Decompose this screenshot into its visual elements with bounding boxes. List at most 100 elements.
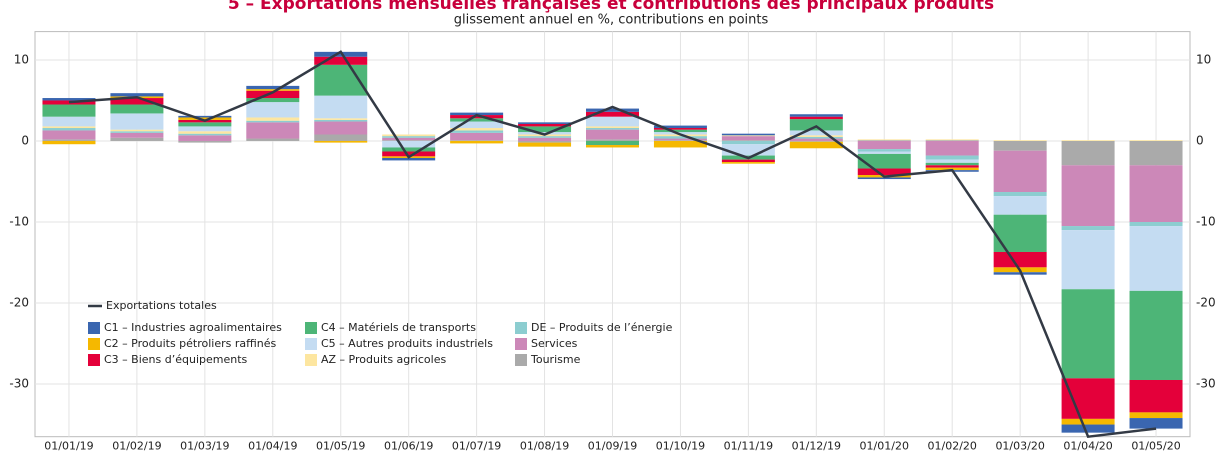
- bar-segment: [246, 85, 300, 90]
- bar-segment: [110, 137, 164, 141]
- bar-segment: [721, 136, 775, 141]
- bar-segment: [653, 128, 707, 130]
- y2-tick-label: 0: [1196, 133, 1204, 147]
- x-tick-label: 01/09/19: [588, 440, 637, 453]
- bar-segment: [993, 150, 1047, 193]
- bar-segment: [857, 149, 911, 152]
- x-tick-label: 01/03/20: [995, 440, 1044, 453]
- bar-segment: [1129, 226, 1183, 291]
- bar-segment: [857, 168, 911, 176]
- bar-segment: [925, 139, 979, 141]
- legend-swatch: [305, 338, 317, 350]
- bar-segment: [721, 133, 775, 136]
- y2-tick-label: 10: [1196, 52, 1211, 66]
- legend-label: Exportations totales: [106, 299, 217, 312]
- bar-segment: [178, 126, 232, 132]
- bar-segment: [42, 139, 96, 141]
- y-tick-label: 10: [14, 52, 29, 66]
- x-tick-label: 01/05/20: [1131, 440, 1180, 453]
- legend-label: C1 – Industries agroalimentaires: [104, 321, 282, 334]
- bar-segment: [518, 123, 572, 127]
- bar-segment: [178, 133, 232, 136]
- bar-segment: [1061, 140, 1115, 141]
- bar-segment: [993, 140, 1047, 141]
- bar-segment: [450, 121, 504, 129]
- legend-swatch: [515, 322, 527, 334]
- bar-segment: [314, 140, 368, 143]
- bar-segment: [42, 98, 96, 101]
- y-tick-label: -10: [9, 214, 29, 228]
- legend-swatch: [515, 338, 527, 350]
- legend-label: C2 – Produits pétroliers raffinés: [104, 337, 277, 350]
- x-tick-label: 01/08/19: [520, 440, 569, 453]
- bar-segment: [1061, 226, 1115, 231]
- bar-segment: [42, 128, 96, 131]
- bar-segment: [586, 140, 639, 146]
- bar-segment: [586, 116, 639, 127]
- chart-subtitle: glissement annuel en %, contributions en…: [454, 13, 769, 28]
- bar-segment: [246, 98, 300, 103]
- bar-segment: [314, 119, 368, 122]
- bar-segment: [857, 140, 911, 150]
- y-tick-label: -30: [9, 377, 29, 391]
- bar-segment: [1129, 290, 1183, 380]
- bar-segment: [110, 98, 164, 105]
- bar-segment: [110, 93, 164, 97]
- bar-segment: [857, 140, 911, 141]
- bar-segment: [586, 128, 639, 130]
- x-tick-label: 01/01/20: [860, 440, 909, 453]
- bar-segment: [314, 51, 368, 57]
- bar-segment: [1061, 418, 1115, 425]
- bar-segment: [721, 162, 775, 164]
- bar-segment: [993, 214, 1047, 252]
- bar-segment: [1129, 412, 1183, 419]
- bar-segment: [993, 140, 1047, 151]
- bar-segment: [42, 100, 96, 105]
- x-tick-label: 01/05/19: [316, 440, 365, 453]
- bar-segment: [925, 162, 979, 166]
- bar-segment: [382, 137, 436, 141]
- bar-segment: [1129, 140, 1183, 166]
- bar-segment: [1129, 140, 1183, 141]
- bar-segment: [789, 141, 843, 149]
- bar-segment: [518, 136, 572, 138]
- bar-segment: [789, 114, 843, 117]
- bar-segment: [314, 56, 368, 65]
- total-line: [68, 50, 1157, 439]
- bar-segment: [721, 144, 775, 156]
- bar-segment: [925, 140, 979, 141]
- bar-segment: [1129, 165, 1183, 222]
- bar-segment: [1129, 418, 1183, 429]
- y2-tick-label: -30: [1196, 377, 1216, 391]
- bar-segment: [1061, 289, 1115, 379]
- legend-label: Tourisme: [530, 353, 581, 366]
- bar-segment: [382, 147, 436, 152]
- bar-segment: [925, 155, 979, 160]
- legend-swatch: [88, 354, 100, 366]
- bar-segment: [110, 131, 164, 133]
- legend-label: C4 – Matériels de transports: [321, 321, 476, 334]
- bar-segment: [110, 129, 164, 132]
- x-tick-label: 01/01/19: [44, 440, 93, 453]
- legend-swatch: [88, 338, 100, 350]
- bar-segment: [382, 140, 436, 141]
- bar-segment: [653, 138, 707, 141]
- bar-segment: [857, 153, 911, 169]
- bar-segment: [653, 136, 707, 139]
- bar-segment: [450, 115, 504, 119]
- bar-segment: [993, 192, 1047, 197]
- bar-segment: [1061, 230, 1115, 290]
- bar-segment: [789, 140, 843, 142]
- x-tick-label: 01/07/19: [452, 440, 501, 453]
- bar-segment: [789, 135, 843, 137]
- bar-segment: [450, 130, 504, 133]
- bar-segment: [314, 118, 368, 120]
- x-tick-label: 01/02/20: [928, 440, 977, 453]
- bar-segment: [382, 140, 436, 148]
- y-tick-label: -20: [9, 296, 29, 310]
- y-tick-label: 0: [21, 133, 29, 147]
- bar-segment: [42, 140, 96, 145]
- x-tick-label: 01/02/19: [112, 440, 161, 453]
- bar-segment: [518, 140, 572, 143]
- bar-segment: [586, 111, 639, 117]
